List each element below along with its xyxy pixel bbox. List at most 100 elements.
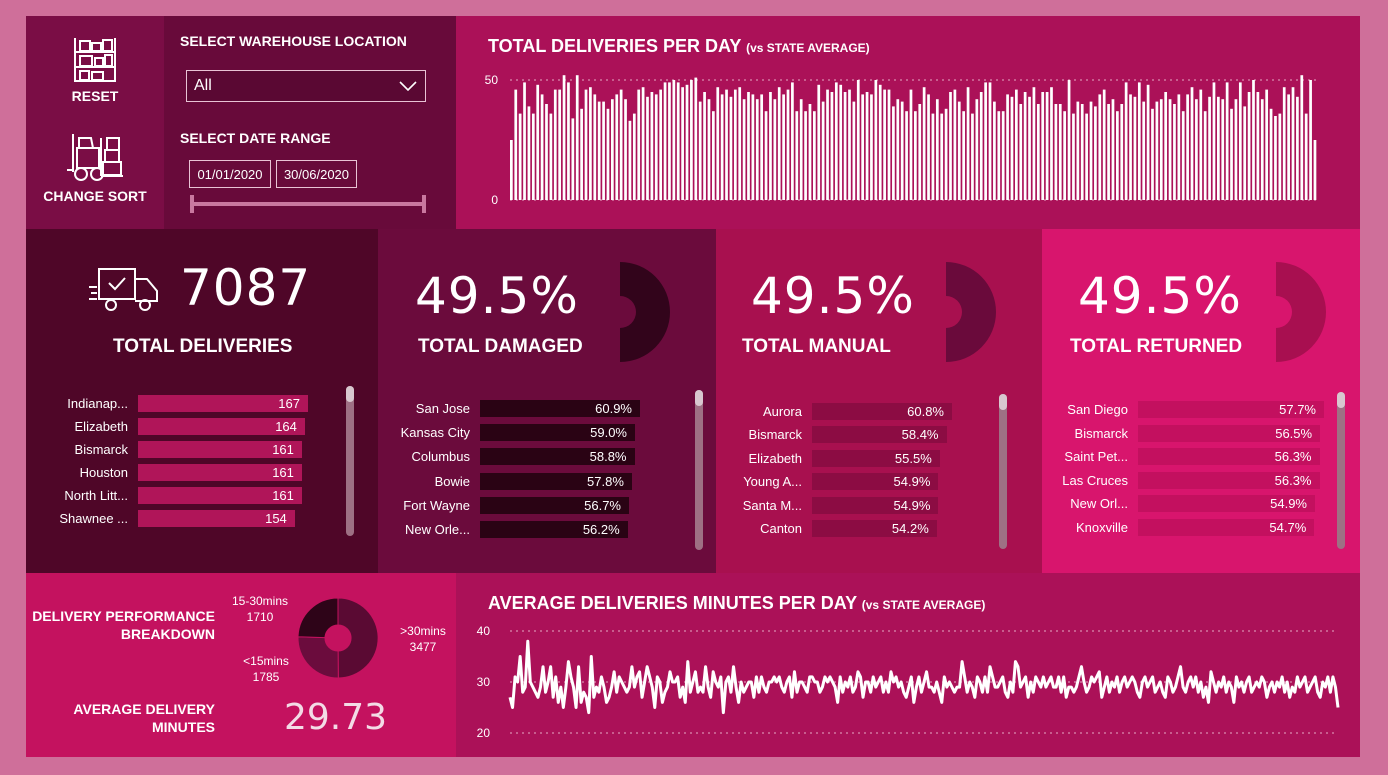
bar[interactable]	[738, 87, 742, 200]
bar[interactable]	[892, 106, 895, 200]
bar[interactable]	[650, 92, 654, 200]
list-bar[interactable]: 58.4%	[812, 426, 947, 444]
bar[interactable]	[878, 84, 882, 200]
bar[interactable]	[1142, 101, 1146, 200]
bar[interactable]	[909, 89, 913, 200]
bar[interactable]	[1203, 111, 1207, 200]
bar[interactable]	[1146, 84, 1150, 200]
bar[interactable]	[1164, 92, 1168, 200]
bar[interactable]	[659, 89, 663, 200]
bar[interactable]	[562, 75, 566, 200]
bar[interactable]	[799, 99, 803, 200]
bar[interactable]	[1282, 87, 1286, 200]
bar[interactable]	[597, 101, 601, 200]
bar[interactable]	[536, 84, 540, 200]
bar[interactable]	[1041, 92, 1045, 200]
bar[interactable]	[624, 99, 627, 200]
bar[interactable]	[729, 96, 733, 200]
bar[interactable]	[1313, 140, 1317, 200]
bar[interactable]	[856, 80, 860, 200]
bar[interactable]	[1098, 94, 1102, 200]
bar[interactable]	[935, 99, 939, 200]
bar[interactable]	[1107, 104, 1110, 200]
bar[interactable]	[1168, 99, 1172, 200]
bar[interactable]	[1221, 99, 1225, 200]
bar[interactable]	[646, 96, 649, 200]
manual-list-scrollbar[interactable]	[999, 394, 1007, 549]
list-bar[interactable]: 56.7%	[480, 496, 629, 514]
list-bar[interactable]: 60.9%	[480, 400, 640, 417]
bar[interactable]	[813, 111, 816, 200]
list-bar[interactable]: 56.5%	[1138, 424, 1321, 442]
bar[interactable]	[786, 89, 790, 200]
bar[interactable]	[896, 99, 900, 200]
scrollbar-thumb[interactable]	[1337, 392, 1345, 408]
list-bar[interactable]: 59.0%	[480, 424, 635, 442]
bar[interactable]	[1256, 92, 1260, 200]
bar[interactable]	[531, 113, 535, 200]
bar[interactable]	[769, 92, 772, 200]
bar[interactable]	[637, 89, 641, 200]
bar[interactable]	[1015, 89, 1018, 200]
bar[interactable]	[1023, 92, 1027, 200]
bar[interactable]	[725, 89, 728, 200]
bar[interactable]	[632, 113, 636, 200]
bar[interactable]	[716, 87, 720, 200]
bar[interactable]	[1274, 116, 1277, 200]
bar[interactable]	[549, 113, 553, 200]
bar[interactable]	[821, 101, 825, 200]
bar[interactable]	[944, 108, 948, 200]
bar[interactable]	[1278, 113, 1282, 200]
list-bar[interactable]: 57.8%	[480, 472, 632, 490]
bar[interactable]	[628, 120, 632, 200]
bar[interactable]	[962, 111, 966, 200]
list-bar[interactable]: 56.2%	[480, 521, 628, 538]
bar[interactable]	[712, 111, 715, 200]
bar[interactable]	[1269, 108, 1273, 200]
bar[interactable]	[611, 99, 614, 200]
reset-button[interactable]: RESET	[26, 36, 164, 104]
bar[interactable]	[957, 101, 961, 200]
bar[interactable]	[918, 104, 922, 200]
bar[interactable]	[575, 75, 579, 200]
bar[interactable]	[527, 106, 531, 200]
bar[interactable]	[1296, 96, 1299, 200]
bar[interactable]	[984, 82, 987, 200]
bar[interactable]	[540, 94, 544, 200]
bar[interactable]	[764, 111, 768, 200]
bar[interactable]	[606, 108, 610, 200]
list-bar[interactable]: 54.7%	[1138, 519, 1315, 536]
date-start-input[interactable]: 01/01/2020	[189, 160, 271, 188]
bar[interactable]	[830, 92, 834, 200]
bar[interactable]	[975, 99, 979, 200]
list-bar[interactable]: 60.8%	[812, 403, 952, 420]
bar[interactable]	[953, 89, 957, 200]
bar[interactable]	[1036, 104, 1040, 200]
bar[interactable]	[826, 89, 829, 200]
bar[interactable]	[1243, 106, 1247, 200]
bar[interactable]	[795, 111, 799, 200]
bar[interactable]	[641, 87, 645, 200]
bar[interactable]	[1212, 82, 1216, 200]
bar[interactable]	[663, 82, 667, 200]
bar[interactable]	[1001, 111, 1005, 200]
bar[interactable]	[843, 92, 847, 200]
list-bar[interactable]: 154	[138, 510, 295, 527]
list-bar[interactable]: 56.3%	[1138, 471, 1320, 489]
bar[interactable]	[1199, 89, 1203, 200]
bar[interactable]	[905, 111, 908, 200]
bar[interactable]	[567, 82, 570, 200]
bar[interactable]	[685, 84, 689, 200]
bar[interactable]	[1291, 87, 1295, 200]
deliveries-list-scrollbar[interactable]	[346, 386, 354, 536]
bar[interactable]	[1085, 113, 1088, 200]
slider-end-handle[interactable]	[422, 195, 426, 213]
bar[interactable]	[681, 87, 684, 200]
bar[interactable]	[852, 101, 856, 200]
bar[interactable]	[940, 113, 944, 200]
bar[interactable]	[1186, 94, 1189, 200]
bar[interactable]	[1133, 96, 1137, 200]
bar[interactable]	[1159, 99, 1163, 200]
list-bar[interactable]: 161	[138, 464, 302, 481]
bar[interactable]	[694, 77, 698, 200]
